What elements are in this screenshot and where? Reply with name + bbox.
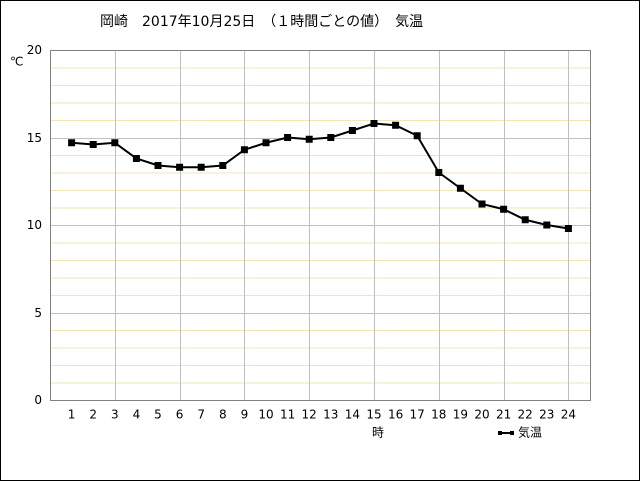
- x-tick-label: 15: [366, 408, 381, 422]
- marker: [284, 134, 292, 141]
- x-tick-label: 3: [111, 408, 119, 422]
- x-axis-label: 時: [372, 426, 384, 440]
- chart-title: 岡崎 2017年10月25日 （１時間ごとの値） 気温: [100, 14, 423, 30]
- legend-label: 気温: [518, 425, 542, 440]
- x-tick-label: 16: [388, 408, 403, 422]
- plot-frame: [50, 50, 591, 401]
- marker: [370, 120, 378, 127]
- x-tick-label: 12: [302, 408, 317, 422]
- x-tick-label: 8: [219, 408, 227, 422]
- marker: [68, 139, 76, 147]
- marker: [240, 146, 248, 154]
- x-tick-label: 20: [474, 408, 489, 422]
- marker: [392, 121, 400, 129]
- marker: [327, 134, 335, 141]
- marker: [435, 169, 443, 176]
- y-axis-label: ℃: [10, 55, 23, 69]
- y-tick-label: 10: [27, 218, 42, 232]
- marker: [262, 139, 270, 147]
- marker: [176, 163, 184, 171]
- x-tick-label: 7: [197, 408, 205, 422]
- x-tick-label: 24: [561, 408, 576, 422]
- marker: [413, 132, 421, 140]
- x-tick-label: 19: [453, 408, 468, 422]
- marker: [348, 127, 356, 134]
- x-tick-label: 17: [410, 408, 425, 422]
- marker: [500, 205, 508, 213]
- y-tick-label: 15: [27, 131, 42, 145]
- legend-marker: [510, 431, 514, 435]
- marker: [456, 184, 464, 192]
- marker: [543, 221, 551, 229]
- x-tick-label: 4: [133, 408, 141, 422]
- x-tick-label: 21: [496, 408, 511, 422]
- marker: [111, 139, 119, 147]
- y-tick-label: 0: [34, 393, 42, 407]
- y-tick-label: 5: [34, 306, 42, 320]
- x-tick-label: 5: [154, 408, 162, 422]
- x-tick-label: 22: [518, 408, 533, 422]
- x-tick-label: 11: [280, 408, 295, 422]
- x-tick-label: 23: [539, 408, 554, 422]
- marker: [564, 225, 572, 232]
- x-tick-label: 10: [258, 408, 273, 422]
- marker: [478, 200, 486, 208]
- y-tick-label: 20: [27, 43, 42, 57]
- line: [71, 122, 569, 230]
- x-tick-label: 1: [68, 408, 76, 422]
- marker: [89, 141, 97, 148]
- x-tick-label: 9: [241, 408, 249, 422]
- marker: [305, 135, 313, 143]
- marker: [521, 216, 529, 224]
- x-tick-label: 2: [89, 408, 97, 422]
- marker: [219, 162, 227, 169]
- x-tick-label: 13: [323, 408, 338, 422]
- marker: [154, 162, 162, 169]
- marker: [132, 155, 140, 162]
- x-tick-label: 14: [345, 408, 360, 422]
- x-tick-label: 6: [176, 408, 184, 422]
- legend-marker: [498, 431, 502, 435]
- marker: [197, 163, 205, 171]
- x-tick-label: 18: [431, 408, 446, 422]
